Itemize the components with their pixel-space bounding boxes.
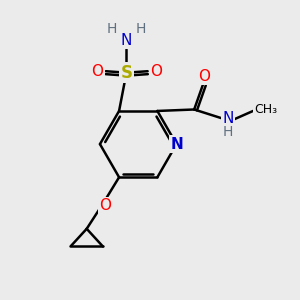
Text: N: N — [222, 111, 234, 126]
Text: N: N — [170, 136, 183, 152]
Text: H: H — [136, 22, 146, 36]
Text: O: O — [150, 64, 162, 79]
Text: O: O — [99, 198, 111, 213]
Text: H: H — [106, 22, 117, 36]
Text: S: S — [120, 64, 132, 82]
Text: O: O — [92, 64, 104, 79]
Text: CH₃: CH₃ — [254, 103, 277, 116]
Text: O: O — [199, 69, 211, 84]
Text: H: H — [223, 125, 233, 139]
Text: N: N — [121, 33, 132, 48]
